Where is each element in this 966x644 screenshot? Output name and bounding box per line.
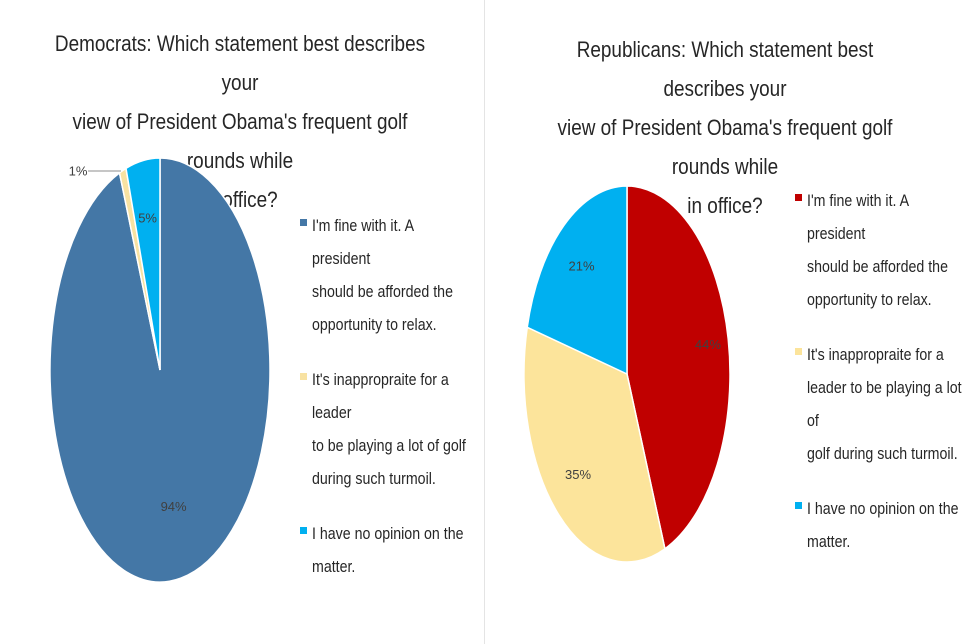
data-label: 1% (69, 163, 88, 178)
legend-label: I'm fine with it. A president (807, 192, 909, 243)
legend-swatch (300, 219, 307, 226)
chart-title-line: Republicans: Which statement best descri… (576, 37, 874, 101)
chart-title-line: Democrats: Which statement best describe… (54, 31, 426, 95)
legend-swatch (300, 527, 307, 534)
legend-label: I have no opinion on the (312, 525, 464, 543)
legend-label: should be afforded the (807, 258, 948, 276)
data-label: 94% (161, 499, 187, 514)
data-label: 5% (138, 211, 157, 226)
legend-swatch (795, 348, 802, 355)
data-label: 44% (695, 337, 721, 352)
legend-label: during such turmoil. (312, 470, 436, 488)
legend-label: matter. (807, 533, 851, 551)
chart-legend: I'm fine with it. A president should be a… (300, 210, 480, 606)
chart-title: Republicans: Which statement best descri… (544, 30, 905, 225)
legend-item: I'm fine with it. A president should be a… (795, 185, 963, 317)
data-label: 21% (568, 258, 594, 273)
chart-title-line: view of President Obama's frequent golf … (72, 109, 408, 173)
pie-slice (526, 185, 628, 376)
data-label: 35% (565, 467, 591, 482)
legend-label: leader to be playing a lot of (807, 379, 962, 430)
legend-label: should be afforded the (312, 283, 453, 301)
legend-item: It's inappropraite for a leader to be pla… (795, 339, 963, 471)
legend-label: I have no opinion on the (807, 500, 959, 518)
legend-item: I have no opinion on the matter. (795, 493, 963, 559)
chart-title-line: in office? (687, 193, 763, 218)
chart-title-line: view of President Obama's frequent golf … (557, 115, 893, 179)
legend-label: to be playing a lot of golf (312, 437, 466, 455)
democrats-chart-panel: Democrats: Which statement best describe… (0, 0, 480, 644)
legend-item: It's inappropraite for a leader to be pla… (300, 364, 480, 496)
legend-item: I have no opinion on the matter. (300, 518, 480, 584)
democrats-pie-chart: 94% 1% 5% (49, 157, 271, 583)
pie-slice (626, 185, 731, 551)
legend-label: opportunity to relax. (312, 316, 437, 334)
legend-label: golf during such turmoil. (807, 445, 958, 463)
legend-label: It's inappropraite for a leader (312, 371, 449, 422)
legend-swatch (795, 502, 802, 509)
legend-label: opportunity to relax. (807, 291, 932, 309)
legend-label: matter. (312, 558, 356, 576)
pie-slice (125, 157, 161, 371)
legend-swatch (795, 194, 802, 201)
chart-title: Democrats: Which statement best describe… (51, 24, 429, 219)
legend-label: It's inappropraite for a (807, 346, 944, 364)
legend-swatch (300, 373, 307, 380)
chart-legend: I'm fine with it. A president should be a… (795, 185, 963, 581)
pie-slice (49, 157, 271, 583)
pie-slice (523, 326, 666, 563)
legend-item: I'm fine with it. A president should be a… (300, 210, 480, 342)
legend-label: I'm fine with it. A president (312, 217, 414, 268)
